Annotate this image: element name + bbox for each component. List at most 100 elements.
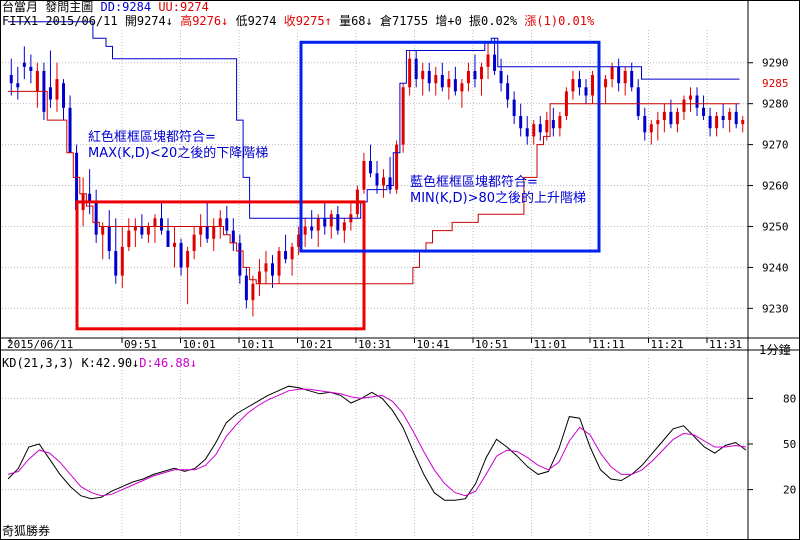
price-tick-label: 9280 [762,98,789,111]
candle-body [604,79,608,88]
candle-body [669,111,673,125]
open-price: 開9274↓ [124,14,173,28]
time-tick-label: 11:11 [592,338,625,351]
candle-body [290,246,294,260]
candle-body [525,128,529,137]
brand-label: 奇狐勝券 [2,524,51,538]
oi-change: 增+0 [435,14,462,28]
time-tick-label: 11:01 [534,338,567,351]
candle-body [368,160,372,174]
candle-body [473,70,477,80]
candle-body [29,66,33,71]
candle-body [251,283,255,301]
candle-body [55,79,59,100]
candle-body [173,242,177,247]
candle-body [16,83,20,88]
blue-highlight-box [299,40,601,253]
last-price-tag: 9285 [756,76,796,91]
candle-body [662,111,666,121]
candle-body [721,115,725,121]
red-note-line-2: MAX(K,D)<20之後的下降階梯 [88,146,269,161]
candle-body [218,218,222,227]
app-name: 台當月 [2,0,39,14]
candle-body [362,160,366,190]
d-value: D:46.88↓ [139,356,198,370]
candle-body [277,251,281,276]
quote-date: 2015/06/11 [45,14,118,28]
price-tick-label: 9250 [762,220,789,233]
candle-body [310,226,314,231]
candle-body [9,75,13,84]
candle-body [88,193,92,202]
candle-body [68,107,72,153]
candle-body [512,99,516,116]
candle-body [551,120,555,129]
volume: 量68↓ [339,14,373,28]
candle-body [316,218,320,231]
candle-body [297,234,301,247]
candle-body [231,230,235,243]
candle-body [734,111,738,125]
dd-value: DD:9284 [100,0,152,14]
candle-body [460,83,464,92]
time-tick-label: 09:51 [124,338,157,351]
panel-name: 發問主圖 [45,0,94,14]
candle-body [212,226,216,239]
candle-body [238,242,242,276]
candle-body [434,75,438,84]
candle-body [146,226,150,235]
candle-body [466,70,470,84]
candle-body [159,218,163,231]
candle-body [388,177,392,190]
kd-label: KD(21,3,3) [2,356,75,370]
candle-body [479,66,483,80]
red-box-note: 紅色框框區塊都符合= MAX(K,D)<20之後的下降階梯 [88,130,268,162]
price-tick-label: 9240 [762,261,789,274]
candle-body [153,218,157,227]
k-line [7,385,747,501]
time-tick-label: 11:21 [651,338,684,351]
candle-body [493,54,497,71]
candle-body [682,99,686,112]
candle-body [329,214,333,227]
price-tick-label: 9290 [762,57,789,70]
candle-body [702,107,706,116]
candle-body [414,58,418,80]
candle-body [401,87,405,145]
period-label: 1分鐘 [759,343,791,357]
candle-body [140,226,144,235]
symbol: FITX1 [2,14,39,28]
red-note-line-1: 紅色框框區塊都符合= [88,130,216,145]
candle-body [728,111,732,121]
price-change: 漲(1)0.01% [524,14,595,28]
candle-body [617,66,621,84]
candle-body [708,115,712,129]
candle-body [427,70,431,84]
time-tick-label: 10:31 [358,338,391,351]
price-tick-label: 9270 [762,139,789,152]
close-price: 收9275↑ [283,14,332,28]
candle-body [192,234,196,252]
candle-body [127,230,131,247]
kd-tick-label: 80 [783,392,796,405]
k-value: K:42.90↓ [81,356,140,370]
candle-body [440,75,444,88]
candle-body [382,177,386,186]
candle-body [199,226,203,235]
amplitude: 振0.02% [469,14,518,28]
candle-body [186,251,190,268]
header-line-2: FITX1 2015/06/11 開9274↓ 高9276↓ 低9274 收92… [2,14,594,28]
candle-body [506,83,510,100]
lower-step-line [8,90,740,285]
candle-body [558,115,562,129]
candle-body [94,201,98,235]
candle-body [486,54,490,67]
time-tick-label: 10:21 [300,338,333,351]
price-tick-label: 9230 [762,302,789,315]
candle-body [715,115,719,129]
candle-body [408,58,412,88]
blue-note-line-2: MIN(K,D)>80之後的上升階梯 [410,191,587,206]
candle-body [284,251,288,260]
kd-grid [2,358,753,538]
